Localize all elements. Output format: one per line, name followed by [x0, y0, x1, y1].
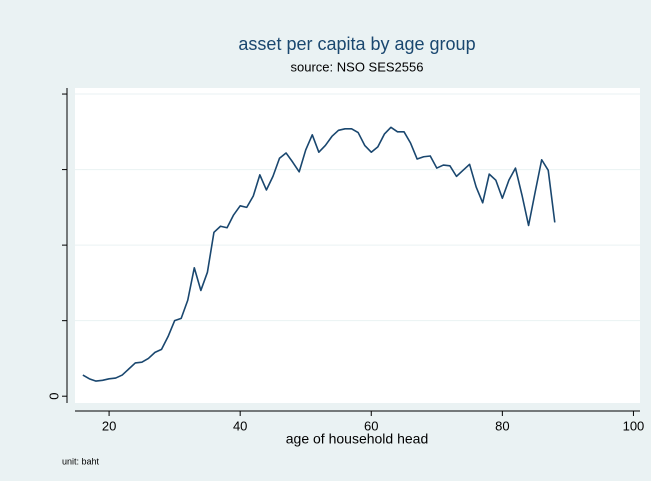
x-tick-label: 100	[623, 418, 645, 433]
x-tick-label: 20	[102, 418, 116, 433]
line	[82, 126, 556, 382]
y-tick-label: 0	[46, 393, 61, 400]
x-tick-label: 80	[495, 418, 509, 433]
chart-subtitle: source: NSO SES2556	[291, 59, 424, 74]
chart-title: asset per capita by age group	[238, 34, 475, 54]
x-axis-label: age of household head	[286, 431, 428, 447]
x-tick-label: 60	[364, 418, 378, 433]
note: unit: baht	[62, 456, 100, 466]
x-tick-label: 40	[233, 418, 247, 433]
